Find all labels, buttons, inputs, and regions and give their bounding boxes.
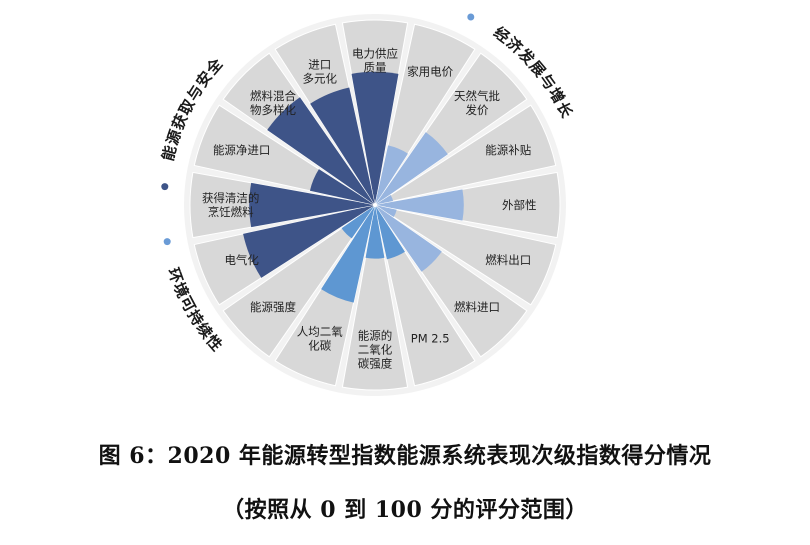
group-bullet-dot (163, 238, 171, 246)
sector-background (341, 204, 409, 391)
sector-label: 获得清洁的烹饪燃料 (202, 191, 260, 219)
sector-label: 燃料进口 (454, 300, 500, 314)
sector-label: 电力供应质量 (352, 47, 398, 75)
group-bullet-dot (467, 13, 475, 21)
sector-value-bar (351, 71, 399, 205)
figure-caption-title: 图 6：2020 年能源转型指数能源系统表现次级指数得分情况 (98, 443, 712, 469)
figure-caption-subtitle: （按照从 0 到 100 分的评分范围） (222, 497, 588, 523)
sector-label: 能源净进口 (213, 143, 271, 157)
sector-label: 电气化 (224, 253, 259, 267)
sector-background (374, 171, 561, 239)
sector-value-bar (375, 205, 397, 217)
sector-value-bar (309, 169, 375, 205)
sector-value-bar (375, 189, 464, 221)
sector-label: 燃料出口 (485, 253, 531, 267)
sector-value-bar (365, 205, 385, 259)
sector-label: 家用电价 (407, 65, 453, 79)
sector-background (222, 204, 376, 358)
sector-value-bar (249, 182, 375, 228)
sector-value-bar (375, 195, 394, 205)
polar-area-chart: 电力供应质量 家用电价 天然气批发价能源补贴外部性燃料出口燃料进口 PM 2.5 能源的… (159, 13, 575, 396)
sector-value-bar (375, 132, 448, 205)
sector-background (374, 104, 557, 206)
sector-label: 外部性 (502, 198, 537, 212)
sector-label: 能源强度 (250, 300, 296, 314)
sector-value-bar (341, 205, 375, 239)
sector-value-bar (321, 205, 375, 303)
sector-label: 天然气批发价 (454, 89, 500, 117)
chart-center (373, 203, 377, 207)
sector-value-bar (375, 145, 408, 205)
sector-background (374, 204, 557, 306)
sector-label: 燃料混合物多样化 (250, 89, 296, 117)
group-bullet-dot (161, 183, 169, 191)
sector-label: 进口多元化 (303, 58, 338, 86)
sector-value-bar (375, 205, 442, 272)
sector-label: 能源补贴 (485, 143, 531, 157)
sector-label: PM 2.5 (411, 331, 450, 345)
sector-value-bar (310, 87, 375, 205)
sector-value-bar (243, 205, 375, 278)
sector-value-bar (267, 97, 375, 205)
sector-label: 人均二氧化碳 (297, 324, 343, 352)
sector-value-bar (375, 205, 405, 260)
sector-label: 能源的二氧化碳强度 (358, 328, 393, 370)
